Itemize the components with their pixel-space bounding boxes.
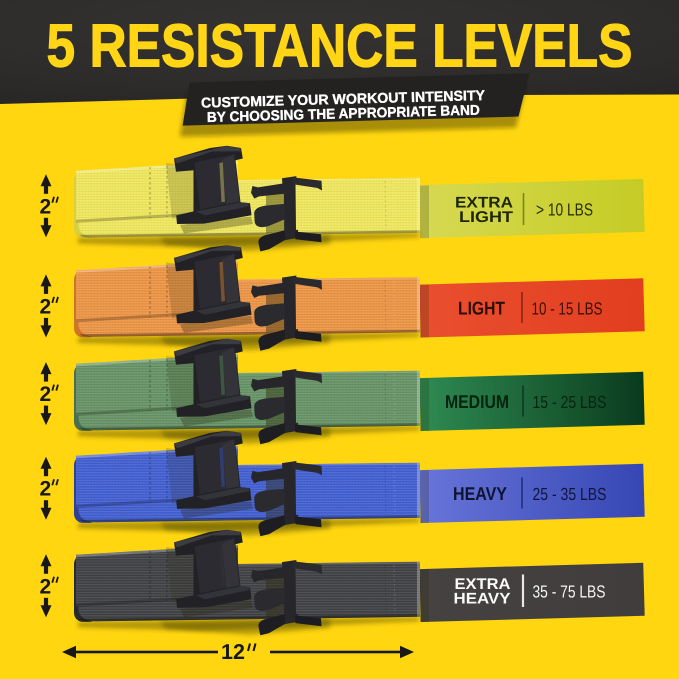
svg-text:> 10 LBS: > 10 LBS	[536, 200, 593, 220]
svg-text:HEAVY: HEAVY	[454, 591, 512, 608]
svg-text:25 - 35 LBS: 25 - 35 LBS	[533, 484, 607, 504]
svg-text:15 - 25 LBS: 15 - 25 LBS	[533, 392, 607, 412]
svg-text:10 - 15 LBS: 10 - 15 LBS	[532, 299, 603, 319]
svg-text:5 RESISTANCE LEVELS: 5 RESISTANCE LEVELS	[47, 12, 633, 80]
svg-text:LIGHT: LIGHT	[459, 209, 514, 226]
svg-text:BY CHOOSING THE APPROPRIATE BA: BY CHOOSING THE APPROPRIATE BAND	[207, 103, 480, 126]
svg-text:EXTRA: EXTRA	[455, 576, 511, 593]
svg-text:LIGHT: LIGHT	[458, 298, 506, 319]
svg-text:HEAVY: HEAVY	[453, 483, 508, 504]
svg-text:EXTRA: EXTRA	[455, 195, 513, 212]
svg-text:35 - 75 LBS: 35 - 75 LBS	[533, 582, 606, 602]
svg-text:12: 12	[221, 640, 245, 664]
svg-text:MEDIUM: MEDIUM	[445, 391, 509, 412]
